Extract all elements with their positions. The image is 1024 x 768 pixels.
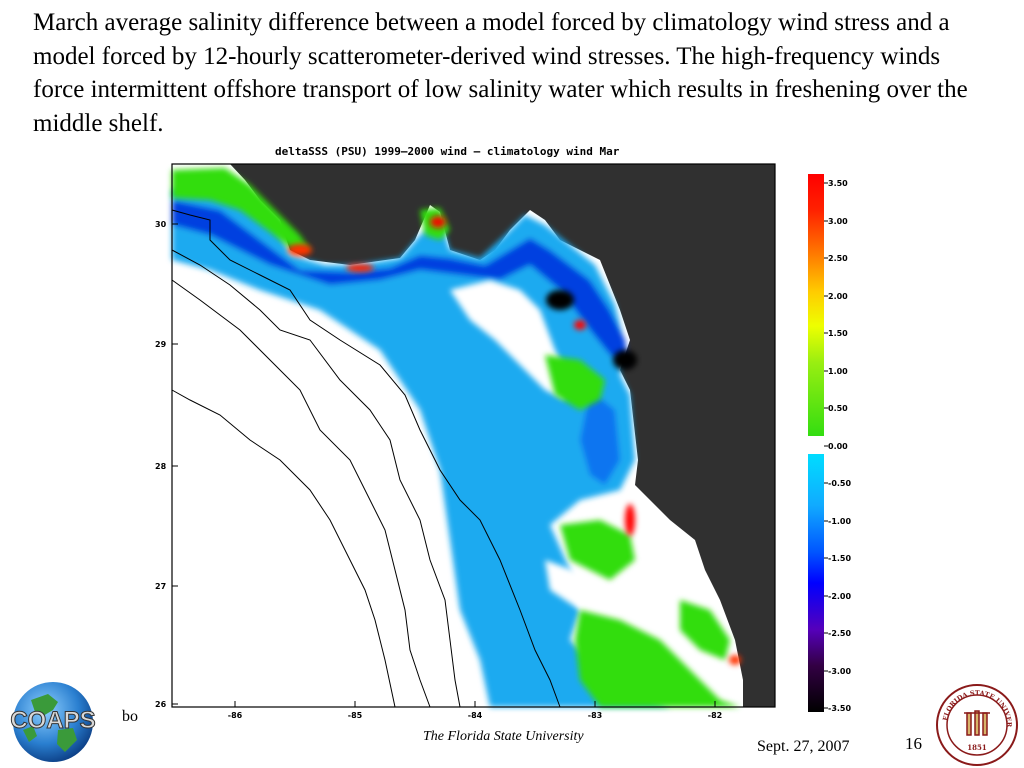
colorbar-label: 2.50: [828, 254, 848, 263]
slide-caption: March average salinity difference betwee…: [33, 9, 968, 137]
x-tick-82: -82: [708, 711, 722, 720]
x-tick-86: -86: [228, 711, 243, 720]
zero-change-inner-shelf: [450, 280, 570, 400]
colorbar-positive: [808, 174, 824, 436]
y-tick-26: 26: [155, 700, 167, 709]
fsu-seal-year: 1851: [967, 743, 987, 752]
positive-anomaly-coastal: [545, 355, 605, 410]
colorbar-label: -2.50: [828, 629, 852, 638]
positive-anomaly-south: [575, 610, 740, 707]
map-title: deltaSSS (PSU) 1999–2000 wind – climatol…: [275, 145, 620, 158]
salinity-map: 30 29 28 27 26 -86 -85 -84 -83 -82: [155, 163, 776, 720]
y-tick-27: 27: [155, 582, 166, 591]
y-tick-30: 30: [155, 220, 167, 229]
colorbar-label: -1.00: [828, 517, 852, 526]
colorbar-label: -2.00: [828, 592, 852, 601]
colorbar-negative: [808, 454, 824, 712]
map-plot-area: [171, 163, 776, 708]
colorbar-label: 1.00: [828, 367, 848, 376]
bathymetry-contours: [171, 209, 561, 708]
coaps-logo-text: COAPS: [10, 707, 95, 734]
shelf-freshening-zone: [172, 180, 670, 707]
x-tick-83: -83: [588, 711, 602, 720]
colorbar: [808, 174, 828, 712]
colorbar-label: -0.50: [828, 479, 852, 488]
colorbar-label: -3.50: [828, 704, 852, 713]
mid-shelf-freshening: [580, 390, 620, 485]
colorbar-label: -3.00: [828, 667, 852, 676]
colorbar-label: -1.50: [828, 554, 852, 563]
colorbar-label: 0.00: [828, 442, 848, 451]
fsu-seal-logo: FLORIDA STATE UNIVERSITY 1851: [934, 683, 1018, 766]
coaps-logo: COAPS: [10, 682, 96, 762]
footer-fragment: bo: [122, 708, 138, 725]
y-tick-28: 28: [155, 462, 167, 471]
footer-university: The Florida State University: [423, 729, 584, 744]
colorbar-label: 2.00: [828, 292, 848, 301]
positive-anomaly-north: [172, 168, 310, 250]
zero-change-offshore: [172, 310, 480, 707]
colorbar-label: 0.50: [828, 404, 848, 413]
colorbar-label: 3.00: [828, 217, 848, 226]
footer-date: Sept. 27, 2007: [757, 738, 850, 755]
page-number: 16: [905, 734, 922, 753]
x-tick-84: -84: [468, 711, 483, 720]
y-tick-29: 29: [155, 340, 167, 349]
x-tick-85: -85: [348, 711, 363, 720]
land-mask: [230, 164, 775, 707]
colorbar-label: 3.50: [828, 179, 848, 188]
colorbar-label: 1.50: [828, 329, 848, 338]
coastal-strong-freshening: [172, 200, 628, 365]
